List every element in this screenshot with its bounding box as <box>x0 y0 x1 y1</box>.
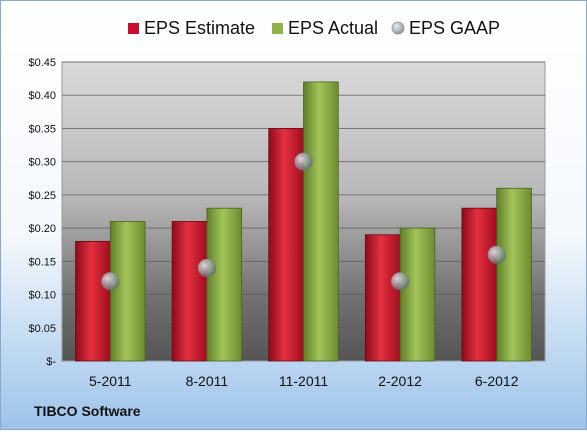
legend-label: EPS Estimate <box>144 18 255 38</box>
bar-eps-actual <box>496 187 532 362</box>
marker-eps-gaap <box>390 271 410 291</box>
y-tick-label: $0.30 <box>28 157 56 169</box>
bar-eps-actual <box>303 81 339 362</box>
bar-eps-actual <box>399 227 436 362</box>
y-tick-label: $0.10 <box>28 290 56 302</box>
x-tick-label: 11-2011 <box>279 373 329 389</box>
x-tick-label: 8-2011 <box>186 373 229 389</box>
legend: EPS Estimate EPS Actual EPS GAAP <box>128 18 500 38</box>
legend-marker-estimate <box>128 23 139 34</box>
x-tick-label: 5-2011 <box>89 373 132 389</box>
bar-eps-actual <box>206 207 243 362</box>
bar-eps-estimate <box>461 207 498 362</box>
marker-eps-gaap <box>197 258 217 278</box>
marker-eps-gaap <box>294 152 313 171</box>
y-tick-label: $0.35 <box>28 123 56 135</box>
y-tick-label: $0.05 <box>28 323 56 335</box>
legend-label: EPS GAAP <box>409 18 500 38</box>
x-tick-label: 2-2012 <box>378 373 422 389</box>
bar-eps-estimate <box>171 221 208 362</box>
y-tick-label: $- <box>46 356 56 368</box>
bar-eps-estimate <box>364 234 401 362</box>
legend-marker-gaap <box>391 21 405 35</box>
x-tick-label: 6-2012 <box>475 373 519 389</box>
bar-eps-actual <box>109 221 146 362</box>
marker-eps-gaap <box>101 271 120 291</box>
company-label: TIBCO Software <box>34 403 141 419</box>
legend-marker-actual <box>272 23 283 34</box>
y-tick-label: $0.20 <box>28 223 56 235</box>
legend-label: EPS Actual <box>288 18 378 38</box>
bar-eps-estimate <box>75 240 111 362</box>
y-tick-label: $0.15 <box>28 256 56 268</box>
marker-eps-gaap <box>487 245 507 264</box>
y-tick-label: $0.45 <box>28 57 56 69</box>
y-tick-label: $0.25 <box>28 190 56 202</box>
y-tick-label: $0.40 <box>28 90 56 102</box>
plot-area: $- $0.05 $0.10 $0.15 $0.20 $0.25 $0.30 $0.35 $0.… <box>28 57 546 389</box>
